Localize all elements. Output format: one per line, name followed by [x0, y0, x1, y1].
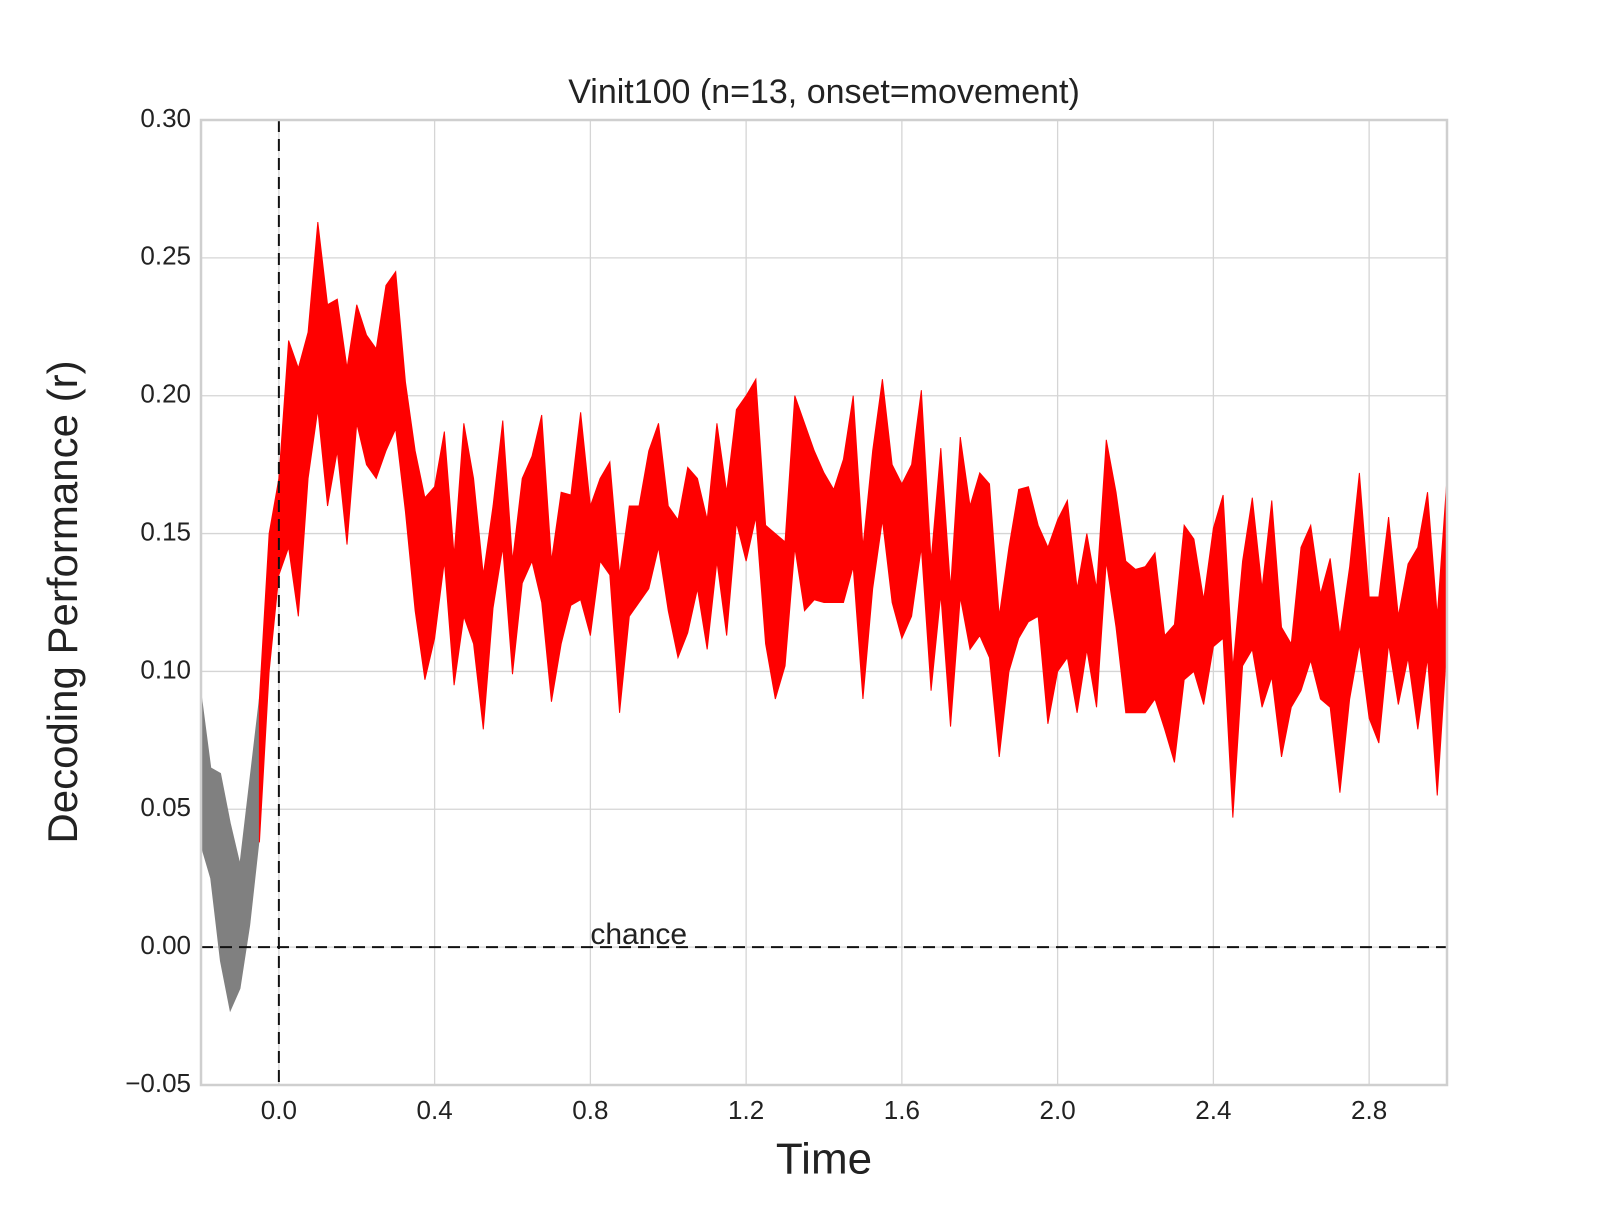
y-axis-label: Decoding Performance (r): [39, 360, 86, 843]
y-tick-label: 0.25: [140, 241, 191, 271]
y-tick-label: −0.05: [125, 1068, 191, 1098]
y-tick-label: 0.20: [140, 379, 191, 409]
x-tick-label: 1.6: [884, 1095, 920, 1125]
x-tick-label: 2.4: [1195, 1095, 1231, 1125]
x-tick-label: 2.8: [1351, 1095, 1387, 1125]
plot-frame: [199, 118, 1449, 1087]
y-tick-label: 0.05: [140, 792, 191, 822]
x-tick-label: 2.0: [1040, 1095, 1076, 1125]
x-tick-label: 0.0: [261, 1095, 297, 1125]
annotation: chance: [590, 918, 687, 951]
y-tick-label: 0.00: [140, 930, 191, 960]
x-tick-label: 1.2: [728, 1095, 764, 1125]
y-tick-label: 0.15: [140, 516, 191, 546]
y-tick-label: 0.30: [140, 103, 191, 133]
x-axis-label: Time: [776, 1135, 872, 1184]
chart-title: Vinit100 (n=13, onset=movement): [568, 73, 1080, 111]
y-tick-label: 0.10: [140, 654, 191, 684]
x-tick-label: 0.8: [572, 1095, 608, 1125]
x-tick-label: 0.4: [417, 1095, 453, 1125]
